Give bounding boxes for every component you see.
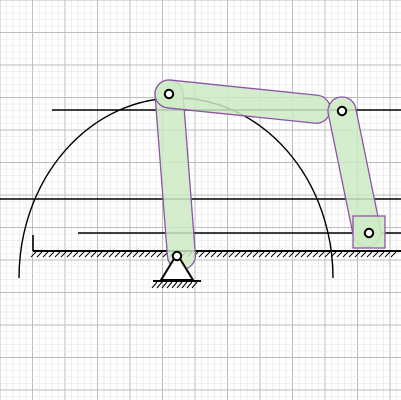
- pivot-joints: [163, 88, 375, 262]
- ground-hatch-mark: [294, 251, 301, 258]
- ground-hatch-mark: [108, 251, 115, 258]
- ground-hatch-mark: [60, 251, 67, 258]
- joint-coupler-rocker: [336, 105, 348, 117]
- ground-hatch-mark: [96, 251, 103, 258]
- ground-hatch-mark: [120, 251, 127, 258]
- ground-hatch-mark: [72, 251, 79, 258]
- ground-hatch-mark: [150, 251, 157, 258]
- ground-hatch-mark: [66, 251, 73, 258]
- ground-hatch-mark: [36, 251, 43, 258]
- ground-hatch-mark: [384, 251, 391, 258]
- ground-hatch-mark: [354, 251, 361, 258]
- ground-hatch-mark: [288, 251, 295, 258]
- ground-hatch-mark: [42, 251, 49, 258]
- ground-hatch-mark: [90, 251, 97, 258]
- ground-hatch-mark: [264, 251, 271, 258]
- support-hatch-mark: [181, 281, 188, 289]
- ground-hatch-mark: [318, 251, 325, 258]
- ground-hatch-mark: [138, 251, 145, 258]
- ground-hatch-mark: [306, 251, 313, 258]
- ground-hatch-mark: [78, 251, 85, 258]
- ground-hatch-mark: [198, 251, 205, 258]
- ground-hatch-mark: [360, 251, 367, 258]
- ground-hatch-mark: [48, 251, 55, 258]
- ground-hatch-mark: [132, 251, 139, 258]
- support-hatch-mark: [151, 281, 158, 289]
- ground-hatch-mark: [126, 251, 133, 258]
- ground-hatch-mark: [84, 251, 91, 258]
- support-hatch-mark: [171, 281, 178, 289]
- ground-hatch-mark: [222, 251, 229, 258]
- ground-hatch-mark: [210, 251, 217, 258]
- ground-hatch-mark: [144, 251, 151, 258]
- ground-hatch-mark: [246, 251, 253, 258]
- ground-hatch-mark: [378, 251, 385, 258]
- ground-hatch-mark: [216, 251, 223, 258]
- support-hatch-mark: [166, 281, 173, 289]
- support-hatch-mark: [161, 281, 168, 289]
- ground-hatch-mark: [342, 251, 349, 258]
- support-hatch-mark: [186, 281, 193, 289]
- ground-hatch-mark: [276, 251, 283, 258]
- ground-hatch-mark: [240, 251, 247, 258]
- ground-hatch-mark: [372, 251, 379, 258]
- ground-hatch-mark: [258, 251, 265, 258]
- ground-hatch-mark: [54, 251, 61, 258]
- joint-crank-coupler: [163, 88, 175, 100]
- support-hatch: [151, 281, 198, 289]
- ground-hatch-mark: [30, 251, 37, 258]
- ground-hatch-mark: [348, 251, 355, 258]
- ground-hatch-mark: [312, 251, 319, 258]
- fixed-pivot-support: [151, 252, 201, 289]
- ground-hatch-mark: [114, 251, 121, 258]
- support-hatch-mark: [156, 281, 163, 289]
- ground-hatch-mark: [390, 251, 397, 258]
- ground-guide: [30, 235, 401, 258]
- ground-hatch-mark: [300, 251, 307, 258]
- ground-hatch-mark: [252, 251, 259, 258]
- ground-hatch-mark: [336, 251, 343, 258]
- linkage: [154, 79, 386, 271]
- ground-hatch-mark: [156, 251, 163, 258]
- ground-hatch-mark: [282, 251, 289, 258]
- joint-fixed-pivot: [171, 250, 183, 262]
- ground-hatch: [30, 251, 397, 258]
- ground-hatch-mark: [330, 251, 337, 258]
- ground-hatch-mark: [228, 251, 235, 258]
- ground-hatch-mark: [324, 251, 331, 258]
- ground-hatch-mark: [204, 251, 211, 258]
- joint-rocker-slider: [363, 227, 375, 239]
- ground-hatch-mark: [270, 251, 277, 258]
- ground-hatch-mark: [102, 251, 109, 258]
- ground-hatch-mark: [234, 251, 241, 258]
- support-hatch-mark: [176, 281, 183, 289]
- support-hatch-mark: [191, 281, 198, 289]
- ground-hatch-mark: [366, 251, 373, 258]
